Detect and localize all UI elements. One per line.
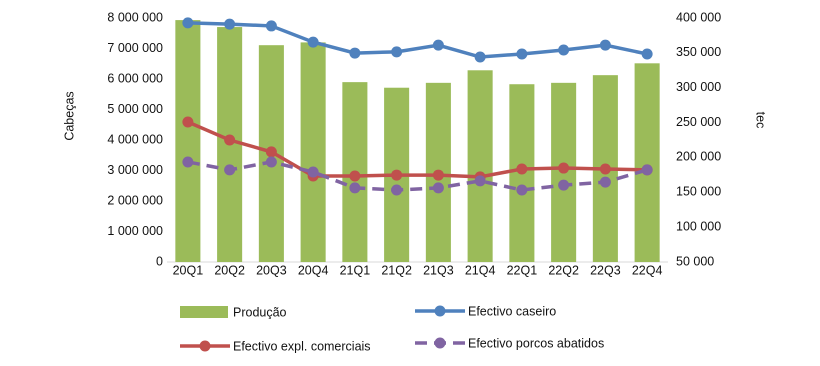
point	[599, 39, 611, 51]
series-line	[187, 21, 648, 59]
y-axis-label: Cabeças	[62, 91, 76, 140]
x-tick-label: 20Q4	[298, 263, 329, 277]
point	[349, 170, 361, 182]
point	[558, 179, 570, 191]
x-tick-label: 22Q4	[632, 263, 663, 277]
legend-marker	[199, 340, 211, 352]
point	[182, 116, 194, 128]
y2-tick-label: 250 000	[676, 115, 721, 129]
point	[558, 162, 570, 174]
point	[224, 164, 236, 176]
point	[307, 166, 319, 178]
point	[391, 184, 403, 196]
x-tick-label: 22Q2	[548, 263, 579, 277]
y2-tick-label: 50 000	[676, 254, 714, 268]
y-tick-label: 8 000 000	[107, 10, 163, 24]
y-tick-label: 6 000 000	[107, 71, 163, 85]
y-tick-label: 3 000 000	[107, 163, 163, 177]
point	[432, 182, 444, 194]
point	[265, 20, 277, 32]
point	[432, 39, 444, 51]
point	[474, 51, 486, 63]
legend-label: Efectivo expl. comerciais	[233, 339, 371, 353]
point	[307, 36, 319, 48]
x-tick-label: 21Q3	[423, 263, 454, 277]
y2-tick-label: 200 000	[676, 150, 721, 164]
point	[349, 47, 361, 59]
point	[349, 182, 361, 194]
legend-marker	[434, 337, 446, 349]
y2-tick-label: 100 000	[676, 219, 721, 233]
x-tick-label: 20Q2	[214, 263, 245, 277]
x-tick-label: 20Q1	[173, 263, 204, 277]
legend-label: Produção	[233, 305, 287, 319]
legend-swatch	[180, 306, 228, 318]
y-tick-label: 5 000 000	[107, 102, 163, 116]
point	[641, 164, 653, 176]
point	[391, 46, 403, 58]
point	[224, 134, 236, 146]
x-tick-label: 21Q2	[381, 263, 412, 277]
point	[182, 17, 194, 29]
x-tick-label: 20Q3	[256, 263, 287, 277]
x-tick-label: 22Q1	[507, 263, 538, 277]
point	[516, 184, 528, 196]
bar	[300, 42, 326, 263]
y2-tick-label: 350 000	[676, 45, 721, 59]
y2-tick-label: 400 000	[676, 10, 721, 24]
legend-marker	[434, 305, 446, 317]
point	[599, 163, 611, 175]
y-tick-label: 7 000 000	[107, 41, 163, 55]
y-tick-label: 1 000 000	[107, 224, 163, 238]
y2-tick-label: 150 000	[676, 185, 721, 199]
bar	[175, 20, 201, 262]
legend-label: Efectivo porcos abatidos	[468, 336, 604, 350]
point	[432, 169, 444, 181]
bar	[634, 63, 660, 262]
point	[516, 48, 528, 60]
x-tick-label: 21Q4	[465, 263, 496, 277]
point	[182, 156, 194, 168]
point	[391, 169, 403, 181]
point	[265, 146, 277, 158]
legend-label: Efectivo caseiro	[468, 304, 556, 318]
y-tick-label: 0	[156, 254, 163, 268]
point	[474, 175, 486, 187]
point	[224, 18, 236, 30]
y2-tick-label: 300 000	[676, 80, 721, 94]
y2-axis-label: tec	[754, 112, 768, 129]
y-tick-label: 2 000 000	[107, 193, 163, 207]
series-line	[187, 160, 648, 192]
point	[558, 44, 570, 56]
point	[516, 163, 528, 175]
series-line	[187, 120, 648, 179]
x-tick-label: 22Q3	[590, 263, 621, 277]
y-tick-label: 4 000 000	[107, 132, 163, 146]
bar	[467, 70, 493, 263]
x-tick-label: 21Q1	[340, 263, 371, 277]
point	[265, 156, 277, 168]
point	[599, 176, 611, 188]
point	[641, 48, 653, 60]
